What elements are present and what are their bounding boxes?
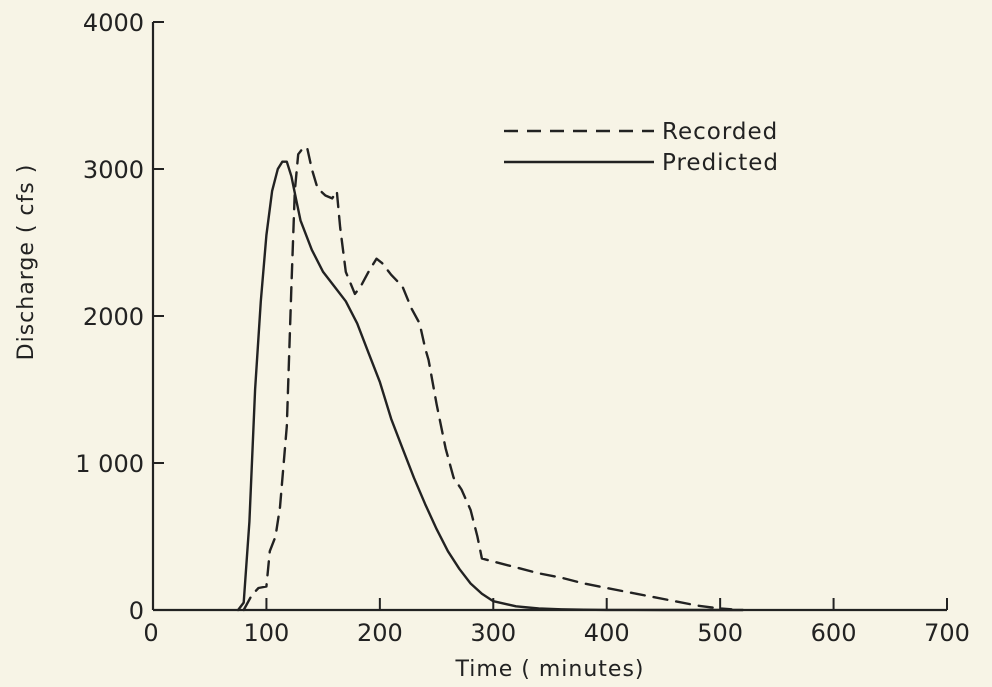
axes [151, 22, 947, 612]
y-tick-label: 4000 [83, 9, 144, 37]
legend: Recorded Predicted [504, 119, 779, 176]
x-tick-label: 700 [924, 619, 970, 647]
series-group [236, 145, 744, 612]
legend-label-predicted: Predicted [662, 150, 779, 176]
x-tick-label: 0 [143, 619, 158, 647]
y-axis-title: Discharge ( cfs ) [14, 164, 39, 361]
y-tick-label: 2000 [83, 303, 144, 331]
x-axis-title: Time ( minutes) [454, 657, 644, 682]
series-line-predicted [236, 160, 744, 612]
y-tick-label: 1 000 [75, 450, 144, 478]
legend-label-recorded: Recorded [662, 119, 778, 145]
y-tick-label: 0 [129, 597, 144, 625]
x-tick-label: 400 [584, 619, 630, 647]
series-line-recorded [242, 145, 733, 612]
y-tick-label: 3000 [83, 156, 144, 184]
x-tick-label: 300 [470, 619, 516, 647]
x-tick-label: 600 [811, 619, 857, 647]
x-tick-label: 100 [244, 619, 290, 647]
x-tick-label: 200 [357, 619, 403, 647]
ticks: 0 100 200 300 400 500 600 700 0 1 000 2000 3000 4000 [75, 9, 970, 647]
x-tick-label: 500 [697, 619, 743, 647]
